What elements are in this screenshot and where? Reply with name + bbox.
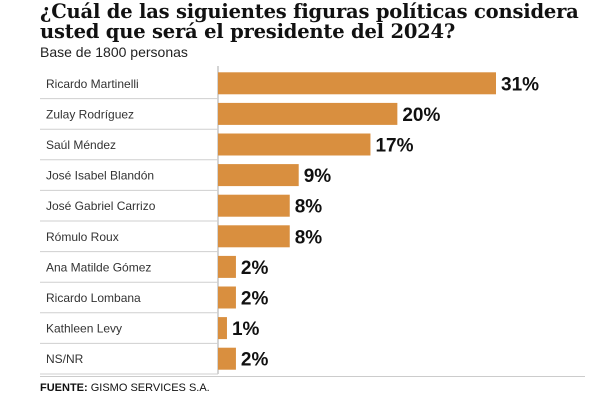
category-label: Ricardo Lombana bbox=[46, 291, 141, 305]
bar-chart: Ricardo Martinelli 31% Zulay Rodríguez 20% S… bbox=[40, 66, 539, 375]
category-label: Ana Matilde Gómez bbox=[46, 260, 151, 274]
category-label: José Gabriel Carrizo bbox=[46, 199, 156, 213]
bar bbox=[218, 102, 398, 125]
category-label: NS/NR bbox=[46, 352, 84, 366]
data-label: 17% bbox=[375, 136, 413, 157]
data-label: 8% bbox=[295, 227, 323, 248]
bar bbox=[218, 347, 236, 370]
data-label: 9% bbox=[304, 166, 332, 187]
source-text: GISMO SERVICES S.A. bbox=[87, 382, 210, 394]
bar bbox=[218, 133, 371, 156]
data-label: 2% bbox=[241, 350, 269, 371]
data-label: 2% bbox=[241, 258, 269, 279]
category-label: Kathleen Levy bbox=[46, 322, 122, 336]
bar bbox=[218, 194, 290, 217]
data-label: 2% bbox=[241, 289, 269, 310]
source-label: FUENTE: bbox=[40, 382, 88, 394]
category-label: Ricardo Martinelli bbox=[46, 77, 139, 91]
category-label: Zulay Rodríguez bbox=[46, 107, 134, 121]
category-label: José Isabel Blandón bbox=[46, 169, 154, 183]
data-label: 1% bbox=[232, 319, 260, 340]
data-label: 20% bbox=[402, 105, 440, 126]
category-label: Saúl Méndez bbox=[46, 138, 116, 152]
data-label: 8% bbox=[295, 197, 323, 218]
footer-divider bbox=[40, 376, 585, 377]
bar bbox=[218, 72, 496, 95]
chart-title: ¿Cuál de las siguientes figuras política… bbox=[40, 0, 579, 43]
category-label: Rómulo Roux bbox=[46, 230, 119, 244]
bar bbox=[218, 317, 227, 340]
data-label: 31% bbox=[501, 74, 539, 95]
bar bbox=[218, 255, 236, 278]
chart-subtitle: Base de 1800 personas bbox=[40, 44, 188, 60]
bar bbox=[218, 225, 290, 248]
source-note: FUENTE: GISMO SERVICES S.A. bbox=[40, 376, 585, 394]
bar bbox=[218, 164, 299, 187]
bar bbox=[218, 286, 236, 309]
